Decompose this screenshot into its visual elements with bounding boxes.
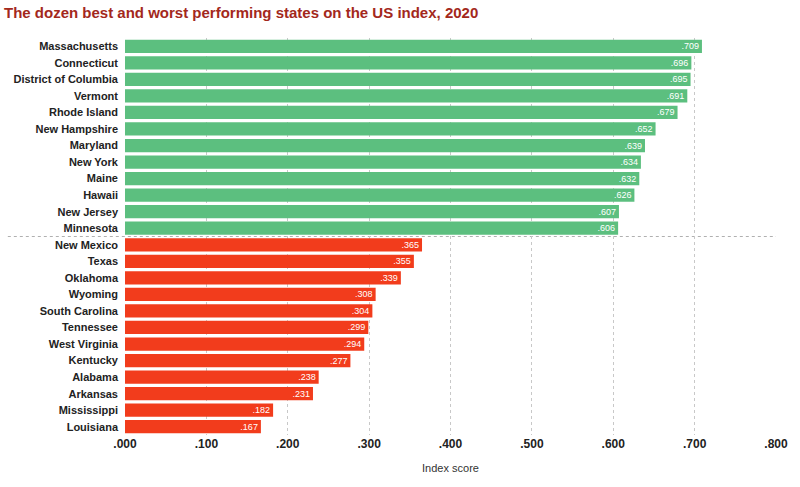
svg-text:Maryland: Maryland <box>70 139 118 151</box>
svg-text:Hawaii: Hawaii <box>83 189 118 201</box>
svg-text:.308: .308 <box>355 289 373 299</box>
svg-text:.691: .691 <box>667 91 685 101</box>
svg-text:Arkansas: Arkansas <box>68 388 118 400</box>
svg-text:Rhode Island: Rhode Island <box>49 106 118 118</box>
svg-text:.700: .700 <box>683 437 707 451</box>
svg-text:.800: .800 <box>764 437 788 451</box>
svg-text:New York: New York <box>69 156 119 168</box>
svg-text:New Mexico: New Mexico <box>55 239 118 251</box>
svg-text:Minnesota: Minnesota <box>64 222 119 234</box>
svg-text:.632: .632 <box>619 174 637 184</box>
svg-text:Wyoming: Wyoming <box>69 288 118 300</box>
svg-text:.626: .626 <box>614 190 632 200</box>
svg-text:.167: .167 <box>240 422 258 432</box>
svg-text:.696: .696 <box>671 58 689 68</box>
svg-text:Oklahoma: Oklahoma <box>65 272 119 284</box>
svg-text:.400: .400 <box>439 437 463 451</box>
svg-text:South Carolina: South Carolina <box>40 305 119 317</box>
svg-text:.299: .299 <box>348 322 366 332</box>
svg-text:Maine: Maine <box>87 172 118 184</box>
svg-text:Texas: Texas <box>88 255 118 267</box>
svg-text:.100: .100 <box>195 437 219 451</box>
svg-text:.639: .639 <box>624 141 642 151</box>
svg-text:Index score: Index score <box>422 462 479 474</box>
svg-text:Alabama: Alabama <box>72 371 119 383</box>
svg-text:Mississippi: Mississippi <box>59 404 118 416</box>
svg-text:.231: .231 <box>292 389 310 399</box>
svg-text:.339: .339 <box>380 273 398 283</box>
svg-text:.709: .709 <box>681 41 699 51</box>
svg-text:.200: .200 <box>276 437 300 451</box>
svg-text:.182: .182 <box>253 405 271 415</box>
svg-text:Massachusetts: Massachusetts <box>39 40 118 52</box>
svg-text:.294: .294 <box>344 339 362 349</box>
svg-text:.304: .304 <box>352 306 370 316</box>
svg-text:.365: .365 <box>401 240 419 250</box>
svg-text:.238: .238 <box>298 372 316 382</box>
svg-text:New Hampshire: New Hampshire <box>35 123 118 135</box>
svg-text:District of Columbia: District of Columbia <box>13 73 118 85</box>
svg-text:Connecticut: Connecticut <box>54 57 118 69</box>
svg-text:Louisiana: Louisiana <box>67 421 119 433</box>
svg-text:Kentucky: Kentucky <box>68 354 118 366</box>
svg-text:.500: .500 <box>520 437 544 451</box>
svg-text:.600: .600 <box>602 437 626 451</box>
svg-text:.652: .652 <box>635 124 653 134</box>
svg-text:.634: .634 <box>620 157 638 167</box>
svg-text:The dozen best and worst perfo: The dozen best and worst performing stat… <box>4 4 478 21</box>
svg-text:.277: .277 <box>330 356 348 366</box>
svg-text:.355: .355 <box>393 256 411 266</box>
svg-text:.000: .000 <box>113 437 137 451</box>
svg-text:Tennessee: Tennessee <box>62 321 118 333</box>
svg-text:New Jersey: New Jersey <box>57 206 118 218</box>
svg-text:.695: .695 <box>670 74 688 84</box>
svg-text:West Virginia: West Virginia <box>49 338 119 350</box>
svg-text:.679: .679 <box>657 107 675 117</box>
svg-text:.606: .606 <box>598 223 616 233</box>
svg-text:Vermont: Vermont <box>74 90 118 102</box>
svg-text:.607: .607 <box>598 207 616 217</box>
svg-text:.300: .300 <box>357 437 381 451</box>
